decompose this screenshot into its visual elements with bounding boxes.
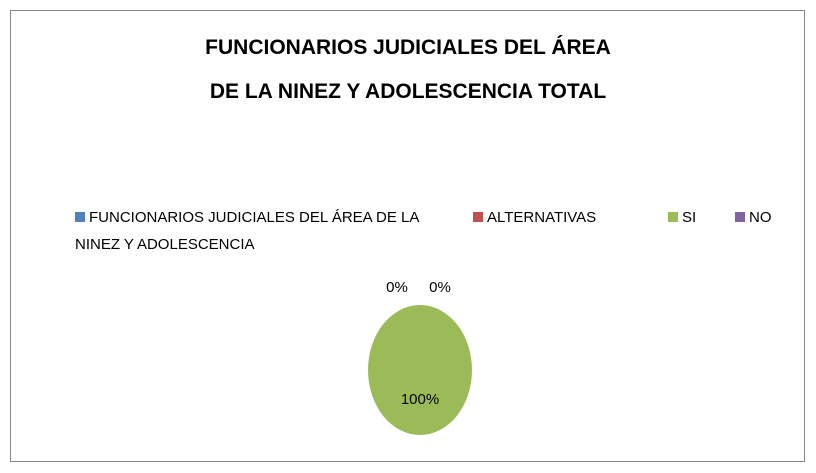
legend-swatch [75,212,85,222]
legend-label: SI [682,209,697,226]
legend-item: NO [735,204,795,231]
legend-item: FUNCIONARIOS JUDICIALES DEL ÁREA DE LA N… [75,204,445,258]
legend-item: ALTERNATIVAS [473,204,653,231]
legend-label: FUNCIONARIOS JUDICIALES DEL ÁREA DE LA N… [75,209,419,253]
legend-swatch [668,212,678,222]
data-label: 100% [401,391,439,408]
chart-frame [10,10,805,462]
legend-label: NO [749,209,772,226]
data-label: 0% [386,279,408,296]
legend-item: SI [668,204,728,231]
legend-label: ALTERNATIVAS [487,209,597,226]
data-label: 0% [429,279,451,296]
chart-title: FUNCIONARIOS JUDICIALES DEL ÁREA [205,36,611,59]
legend-swatch [473,212,483,222]
legend-swatch [735,212,745,222]
pie-slice [368,305,472,435]
chart-title: DE LA NINEZ Y ADOLESCENCIA TOTAL [209,80,607,103]
